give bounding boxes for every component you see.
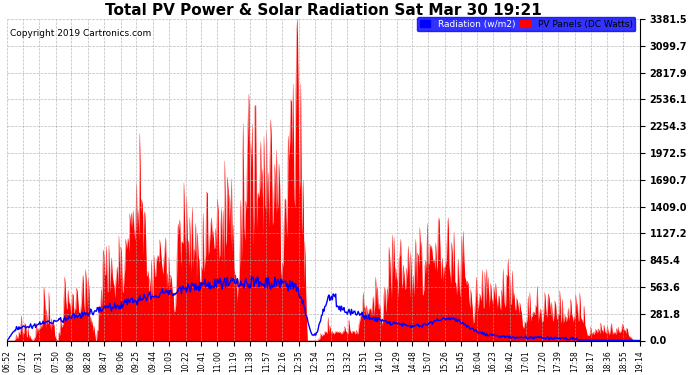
Text: Copyright 2019 Cartronics.com: Copyright 2019 Cartronics.com xyxy=(10,28,152,38)
Title: Total PV Power & Solar Radiation Sat Mar 30 19:21: Total PV Power & Solar Radiation Sat Mar… xyxy=(105,3,542,18)
Legend: Radiation (w/m2), PV Panels (DC Watts): Radiation (w/m2), PV Panels (DC Watts) xyxy=(417,17,635,32)
